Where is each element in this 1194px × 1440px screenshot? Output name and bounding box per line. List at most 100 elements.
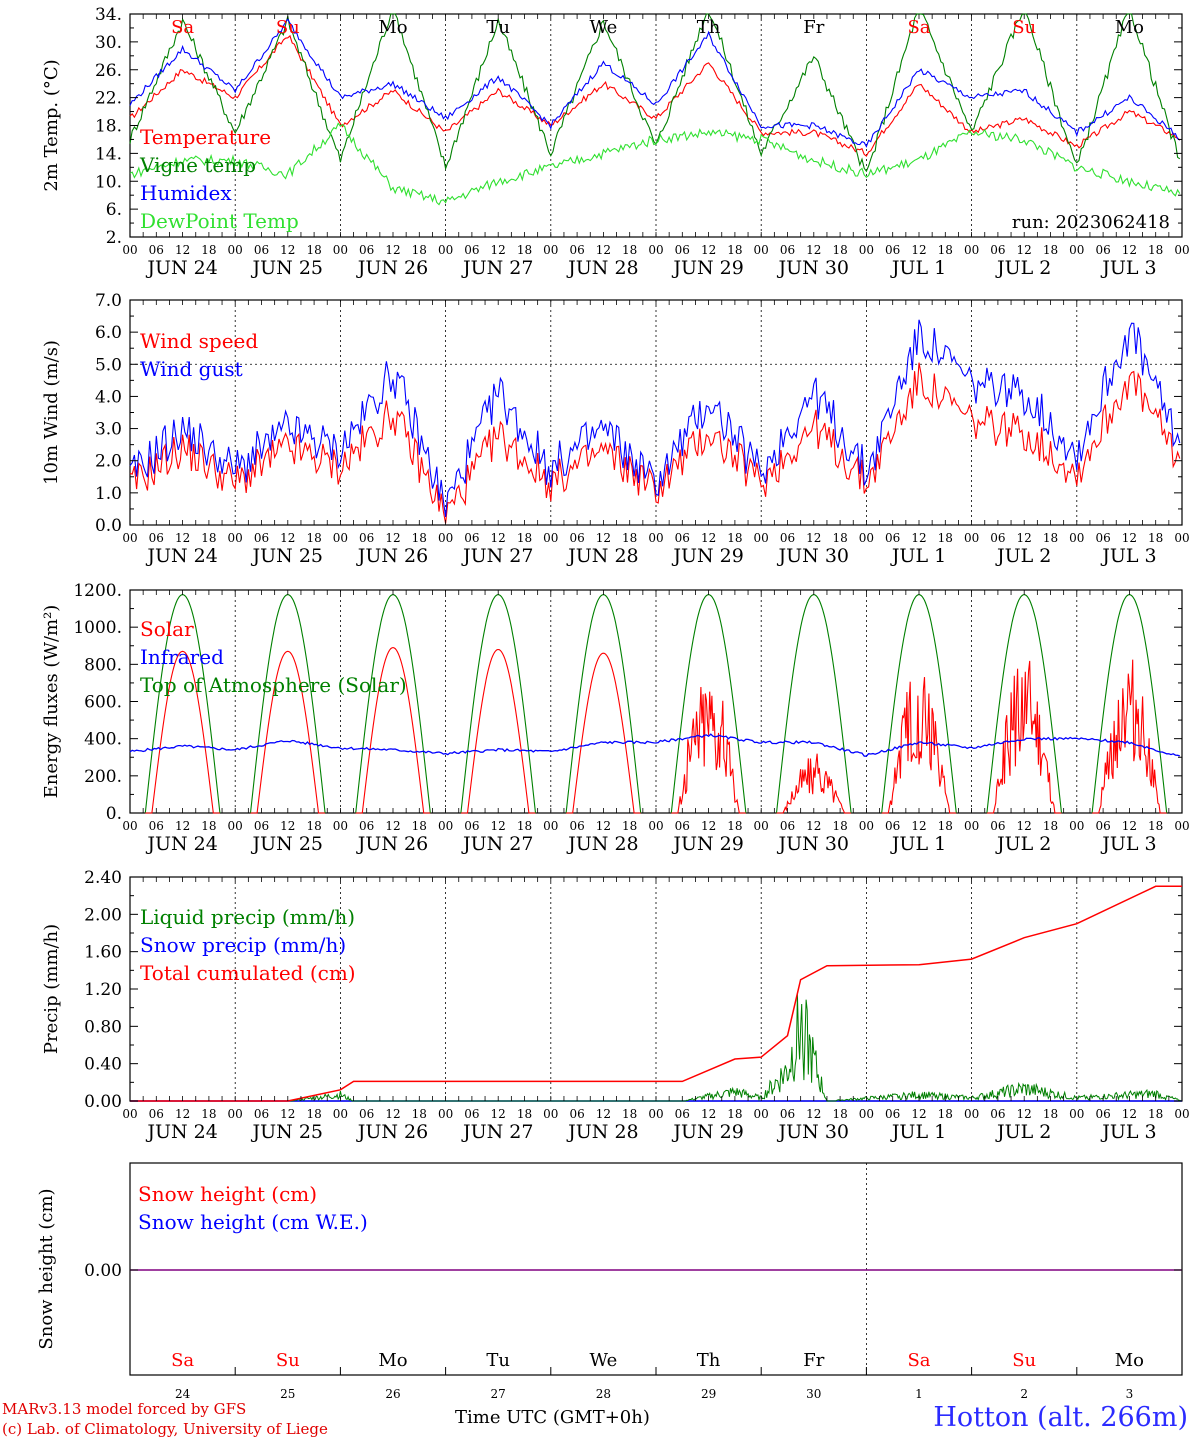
hour-tick-label: 12 xyxy=(385,531,400,545)
hour-tick-label: 00 xyxy=(754,243,769,257)
legend-entry: Snow height (cm) xyxy=(138,1182,317,1206)
hour-tick-label: 00 xyxy=(122,1107,137,1121)
y-tick-label: 34. xyxy=(95,5,122,25)
day-of-week-label: We xyxy=(590,17,618,38)
hour-tick-label: 12 xyxy=(806,243,821,257)
date-tick-label: JUN 29 xyxy=(671,833,743,855)
series-solar-line xyxy=(145,650,220,814)
y-tick-label: 2.0 xyxy=(95,452,122,472)
y-tick-label: 6.0 xyxy=(95,323,122,343)
y-tick-label: 0.80 xyxy=(84,1017,122,1037)
hour-tick-label: 12 xyxy=(385,1107,400,1121)
y-tick-label: 2.00 xyxy=(84,905,122,925)
hour-tick-label: 00 xyxy=(543,819,558,833)
legend-entry: Snow height (cm W.E.) xyxy=(138,1210,368,1234)
hour-tick-label: 00 xyxy=(1174,1107,1189,1121)
hour-tick-label: 00 xyxy=(333,531,348,545)
y-tick-label: 0. xyxy=(106,804,122,824)
legend-entry: Wind gust xyxy=(140,357,243,381)
hour-tick-label: 18 xyxy=(1148,1107,1163,1121)
day-number-label: 29 xyxy=(701,1387,716,1401)
y-tick-label: 7.0 xyxy=(95,291,122,311)
hour-tick-label: 12 xyxy=(701,1107,716,1121)
series-total-cumulated-line xyxy=(130,885,1182,1102)
hour-tick-label: 12 xyxy=(911,531,926,545)
series-temperature-line xyxy=(129,34,1181,157)
hour-tick-label: 00 xyxy=(438,819,453,833)
hour-tick-label: 12 xyxy=(1122,243,1137,257)
hour-tick-label: 18 xyxy=(306,1107,321,1121)
day-of-week-label: We xyxy=(590,1350,618,1371)
legend-entry: DewPoint Temp xyxy=(140,209,299,233)
y-tick-label: 1.20 xyxy=(84,980,122,1000)
hour-tick-label: 18 xyxy=(412,243,427,257)
hour-tick-label: 06 xyxy=(359,531,374,545)
date-tick-label: JUN 30 xyxy=(777,257,849,279)
hour-tick-label: 06 xyxy=(464,819,479,833)
date-tick-label: JUN 24 xyxy=(145,257,217,279)
y-tick-label: 400. xyxy=(84,730,122,750)
date-tick-label: JUN 30 xyxy=(777,833,849,855)
hour-tick-label: 12 xyxy=(596,819,611,833)
hour-tick-label: 00 xyxy=(754,819,769,833)
day-of-week-label: Su xyxy=(1012,17,1036,38)
hour-tick-label: 06 xyxy=(254,531,269,545)
hour-tick-label: 12 xyxy=(385,243,400,257)
hour-tick-label: 00 xyxy=(648,1107,663,1121)
day-number-label: 24 xyxy=(175,1387,191,1401)
hour-tick-label: 00 xyxy=(122,819,137,833)
date-tick-label: JUN 29 xyxy=(671,1121,743,1143)
series-solar-line xyxy=(1092,659,1167,814)
hour-tick-label: 00 xyxy=(754,1107,769,1121)
date-tick-label: JUN 24 xyxy=(145,545,217,567)
day-of-week-label: Mo xyxy=(378,1350,407,1371)
y-tick-label: 4.0 xyxy=(95,387,122,407)
hour-tick-label: 18 xyxy=(727,1107,742,1121)
y-tick-label: 200. xyxy=(84,767,122,787)
hour-tick-label: 06 xyxy=(149,531,164,545)
hour-tick-label: 00 xyxy=(122,531,137,545)
hour-tick-label: 18 xyxy=(201,819,216,833)
hour-tick-label: 12 xyxy=(280,1107,295,1121)
hour-tick-label: 12 xyxy=(280,819,295,833)
hour-tick-label: 06 xyxy=(464,531,479,545)
hour-tick-label: 00 xyxy=(859,243,874,257)
date-tick-label: JUN 30 xyxy=(777,545,849,567)
hour-tick-label: 12 xyxy=(596,1107,611,1121)
day-of-week-label: Tu xyxy=(486,17,510,38)
series-solar-line xyxy=(671,686,746,814)
date-tick-label: JUN 25 xyxy=(251,257,323,279)
hour-tick-label: 18 xyxy=(412,1107,427,1121)
hour-tick-label: 06 xyxy=(885,531,900,545)
series-infrared-line xyxy=(129,733,1180,757)
hour-tick-label: 06 xyxy=(675,819,690,833)
date-tick-label: JUN 24 xyxy=(145,1121,217,1143)
hour-tick-label: 18 xyxy=(938,819,953,833)
date-tick-label: JUL 1 xyxy=(890,545,946,567)
hour-tick-label: 00 xyxy=(648,819,663,833)
series-dewpoint-temp-line xyxy=(129,122,1181,206)
series-toa-solar-line xyxy=(881,594,957,814)
hour-tick-label: 00 xyxy=(1174,531,1189,545)
hour-tick-label: 00 xyxy=(543,1107,558,1121)
hour-tick-label: 18 xyxy=(622,819,637,833)
date-tick-label: JUN 30 xyxy=(777,1121,849,1143)
series-solar-line xyxy=(986,660,1062,814)
hour-tick-label: 12 xyxy=(1122,531,1137,545)
hour-tick-label: 18 xyxy=(938,243,953,257)
date-tick-label: JUN 25 xyxy=(251,833,323,855)
hour-tick-label: 18 xyxy=(1043,819,1058,833)
hour-tick-label: 06 xyxy=(464,243,479,257)
hour-tick-label: 18 xyxy=(832,243,847,257)
date-tick-label: JUN 29 xyxy=(671,257,743,279)
y-tick-label: 3.0 xyxy=(95,420,122,440)
x-axis-label: Time UTC (GMT+0h) xyxy=(455,1407,650,1428)
model-credit: MARv3.13 model forced by GFS xyxy=(2,1400,247,1418)
date-tick-label: JUL 1 xyxy=(890,257,946,279)
hour-tick-label: 06 xyxy=(569,819,584,833)
hour-tick-label: 18 xyxy=(938,1107,953,1121)
hour-tick-label: 06 xyxy=(885,819,900,833)
date-tick-label: JUN 26 xyxy=(356,257,428,279)
hour-tick-label: 12 xyxy=(491,243,506,257)
legend-entry: Solar xyxy=(140,617,194,641)
